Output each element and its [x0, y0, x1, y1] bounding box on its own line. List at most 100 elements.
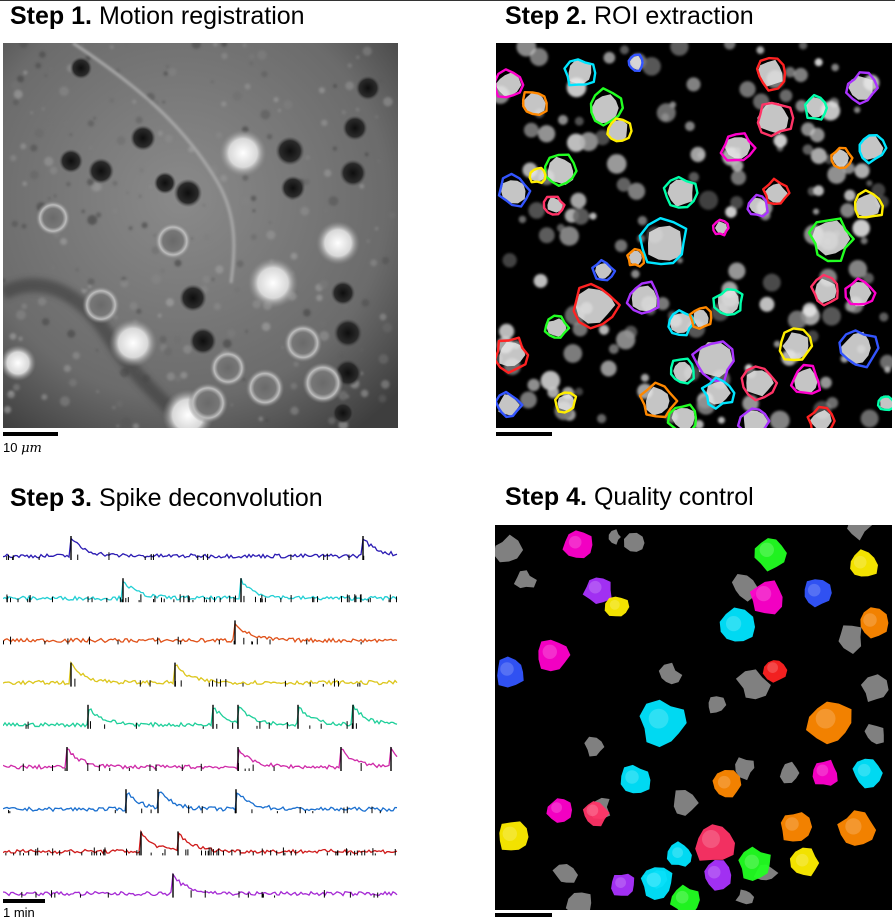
tissue-texture-dot: [166, 372, 176, 381]
fluorescent-blob: [563, 344, 583, 363]
roi-outline: [626, 247, 645, 268]
tissue-texture-dot: [81, 44, 84, 47]
roi-highlight: [853, 555, 867, 569]
step2-title: Step 2. ROI extraction: [505, 2, 754, 30]
roi-outline: [844, 277, 877, 306]
fluorescent-blob: [717, 416, 725, 424]
roi-cell-body: [631, 285, 657, 312]
tissue-texture-dot: [249, 53, 255, 60]
accepted-roi: [695, 824, 735, 861]
fluorescent-blob: [558, 114, 568, 125]
roi-highlight: [857, 763, 871, 777]
tissue-texture-dot: [266, 133, 273, 140]
fluorescent-blob: [852, 219, 870, 238]
accepted-roi: [749, 580, 783, 615]
roi-highlight: [615, 877, 626, 888]
fluorescent-blob: [795, 99, 808, 112]
roi-highlight: [502, 826, 517, 841]
tissue-texture-dot: [65, 121, 69, 125]
roi-outline: [700, 376, 736, 410]
roi-outline: [496, 68, 525, 99]
roi-cell-body: [697, 342, 733, 378]
tissue-texture-dot: [370, 259, 378, 267]
fluorescent-blob: [801, 122, 815, 137]
tissue-texture-dot: [59, 396, 70, 407]
fluorescent-blob: [819, 376, 832, 389]
accepted-roi: [762, 660, 788, 683]
roi-outline: [543, 314, 571, 339]
roi-outline: [522, 91, 548, 116]
accepted-roi: [719, 607, 755, 642]
tissue-texture-dot: [318, 87, 325, 94]
roi-highlight: [755, 585, 772, 602]
tissue-texture-dot: [95, 348, 99, 352]
tissue-texture-dot: [261, 322, 271, 331]
tissue-texture-dot: [378, 354, 389, 364]
tissue-texture-dot: [29, 170, 39, 180]
ring-cell: [245, 368, 285, 408]
tissue-texture-dot: [91, 182, 101, 192]
tissue-texture-dot: [88, 146, 93, 150]
roi-outline: [589, 87, 624, 127]
accepted-roi: [852, 758, 883, 789]
ring-cell: [154, 222, 192, 260]
tissue-texture-dot: [382, 322, 393, 333]
tissue-texture-dot: [163, 347, 173, 356]
fluorescent-blob: [685, 121, 695, 132]
accepted-roi: [738, 846, 771, 881]
tissue-texture-dot: [67, 329, 76, 338]
dark-cell: [333, 318, 363, 348]
roi-cell-body: [671, 408, 695, 428]
tissue-texture-dot: [293, 361, 299, 367]
rejected-roi: [779, 761, 800, 784]
fluorescence-trace: [3, 746, 398, 771]
rejected-roi: [735, 669, 771, 700]
step3-title: Step 3. Spike deconvolution: [10, 484, 323, 512]
tissue-texture-dot: [173, 335, 182, 344]
fluorescent-blob: [670, 43, 689, 56]
fluorescent-blob: [698, 190, 719, 210]
tissue-texture-dot: [249, 61, 254, 66]
roi-outline: [838, 329, 880, 369]
dark-cell: [280, 175, 306, 201]
tissue-texture-dot: [44, 156, 54, 167]
fluorescent-blob: [533, 273, 548, 288]
rejected-roi: [513, 570, 537, 589]
roi-outline: [496, 390, 524, 419]
roi-cell-body: [496, 72, 522, 97]
tissue-texture-dot: [345, 81, 354, 91]
roi-highlight: [646, 872, 661, 887]
fluorescent-blob: [540, 370, 561, 391]
tissue-texture-dot: [290, 382, 298, 390]
roi-cell-body: [849, 282, 872, 307]
ring-cell: [35, 200, 71, 236]
accepted-roi: [780, 812, 813, 842]
roi-cell-body: [749, 197, 767, 216]
tissue-texture-dot: [215, 265, 224, 274]
accepted-roi: [639, 699, 687, 748]
tissue-texture-dot: [366, 239, 370, 243]
fluorescence-trace: [3, 872, 398, 897]
tissue-texture-dot: [128, 226, 133, 231]
tissue-texture-dot: [226, 211, 229, 214]
accepted-roi: [670, 884, 700, 910]
fluorescent-blob: [793, 67, 808, 83]
tissue-texture-dot: [381, 256, 390, 265]
tissue-texture-dot: [333, 84, 338, 88]
tissue-texture-dot: [268, 221, 271, 224]
tissue-texture-dot: [9, 390, 14, 395]
tissue-texture-dot: [165, 64, 170, 69]
roi-scalebar: [496, 432, 552, 436]
accepted-roi: [850, 549, 878, 577]
accepted-roi: [497, 656, 524, 688]
roi-outline: [563, 58, 597, 87]
tissue-texture-dot: [116, 424, 119, 428]
tissue-texture-dot: [93, 117, 96, 120]
fluorescent-blob: [519, 391, 537, 409]
tissue-texture-dot: [16, 309, 26, 320]
fluorescence-trace: [3, 660, 398, 686]
tissue-texture-dot: [95, 212, 102, 218]
roi-cell-body: [557, 394, 576, 412]
tissue-texture-dot: [221, 101, 227, 107]
tissue-texture-dot: [121, 417, 132, 428]
